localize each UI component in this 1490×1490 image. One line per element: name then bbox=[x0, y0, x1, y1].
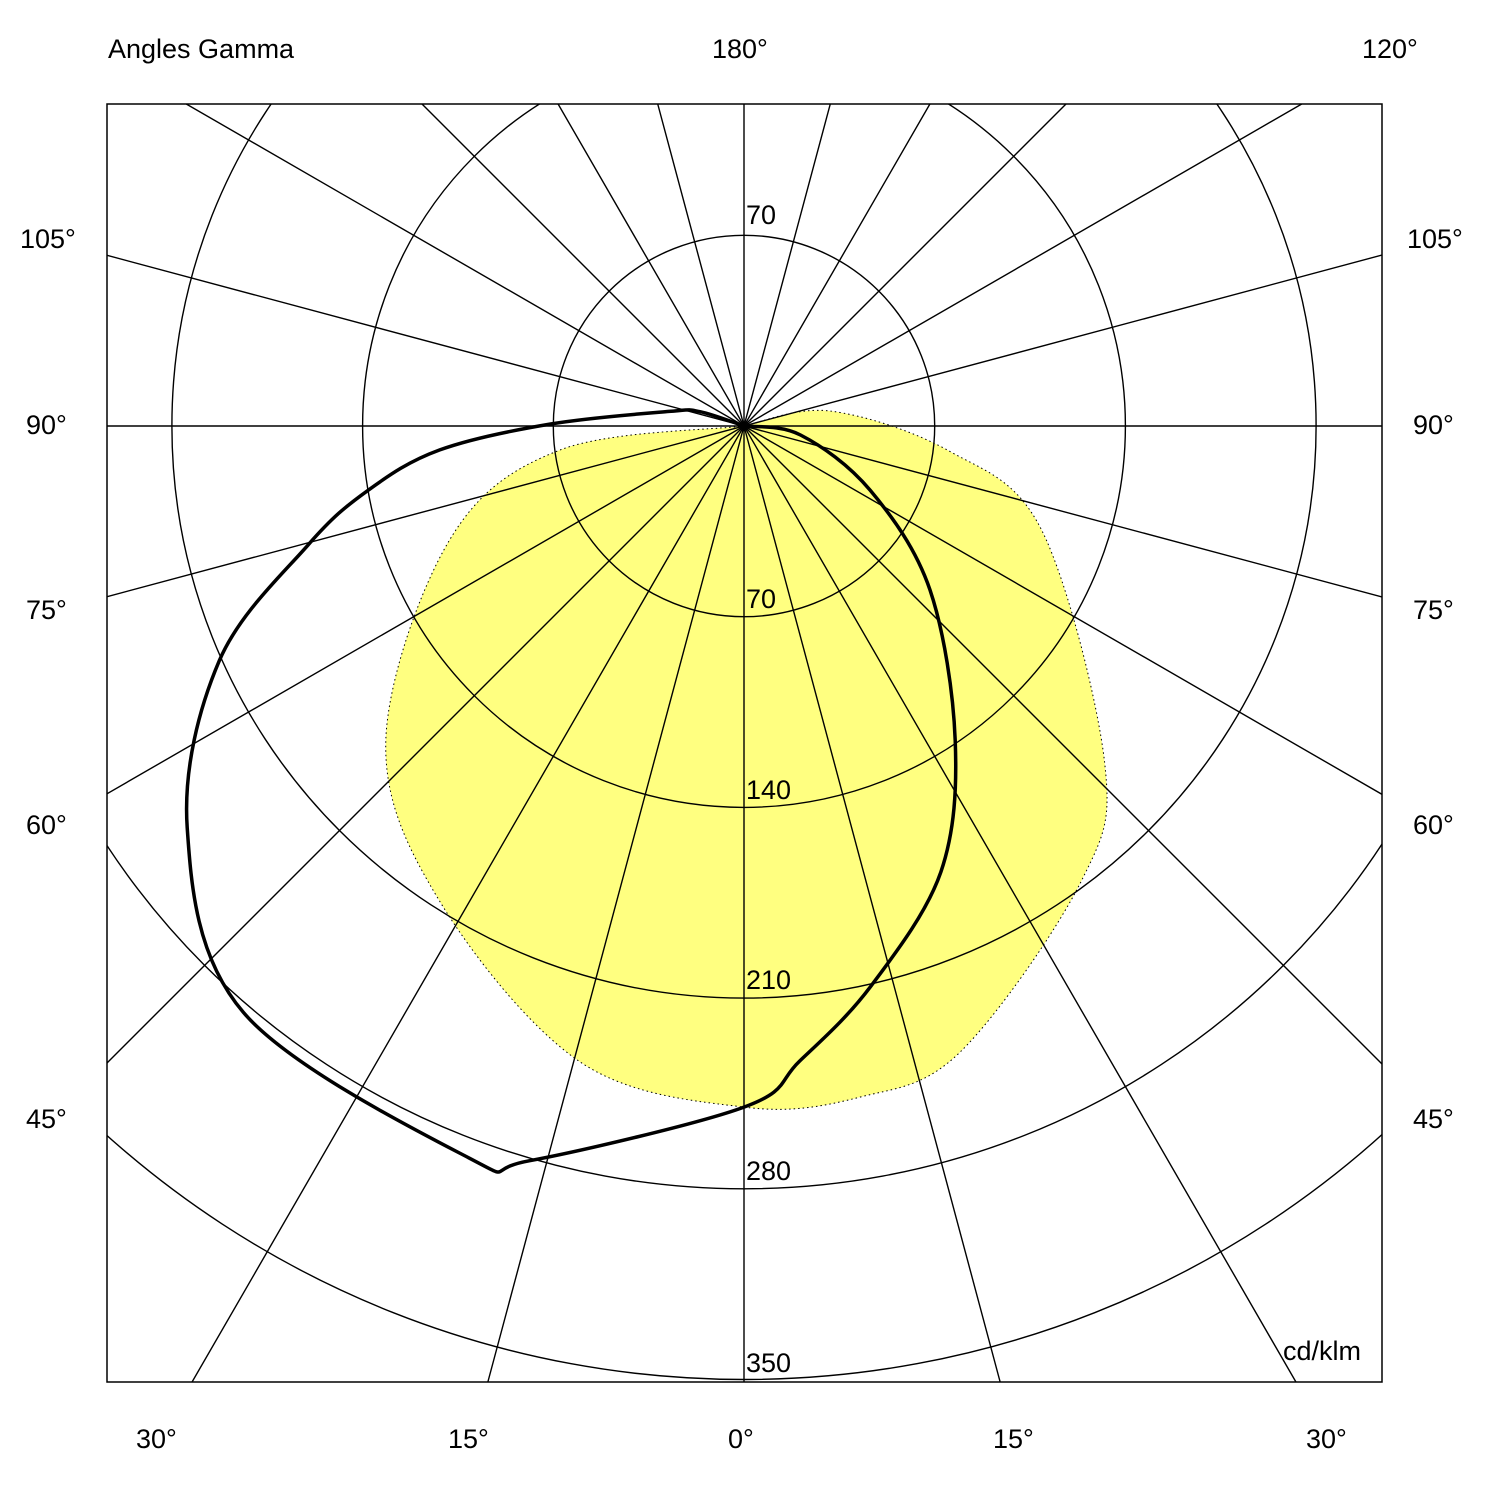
chart-title: Angles Gamma bbox=[108, 34, 295, 64]
radial-tick-label: 210 bbox=[746, 965, 792, 995]
right-angle-label: 45° bbox=[1413, 1104, 1454, 1134]
left-angle-label: 90° bbox=[26, 410, 67, 440]
grid-radial-line-60 bbox=[185, 104, 1382, 795]
bottom-angle-label: 0° bbox=[728, 1424, 754, 1454]
bottom-angle-label: 30° bbox=[1306, 1424, 1347, 1454]
grid-radial-line-150 bbox=[191, 104, 931, 1382]
grid-radial-line-45 bbox=[421, 104, 1382, 1065]
right-angle-label: 60° bbox=[1413, 810, 1454, 840]
intensity-curve-filled-0 bbox=[385, 409, 1108, 1110]
radial-tick-label: 280 bbox=[746, 1156, 792, 1186]
grid-radial-line-15 bbox=[657, 104, 1001, 1382]
right-angle-label: 75° bbox=[1413, 595, 1454, 625]
grid-radial-line-30 bbox=[557, 104, 1297, 1382]
left-angle-label: 60° bbox=[26, 810, 67, 840]
left-angle-label: 75° bbox=[26, 595, 67, 625]
grid-radial-line-120 bbox=[107, 104, 1303, 795]
left-angle-label: 105° bbox=[20, 224, 76, 254]
bottom-angle-label: 15° bbox=[993, 1424, 1034, 1454]
top-angle-label-120: 120° bbox=[1362, 34, 1418, 64]
left-angle-label: 45° bbox=[26, 1104, 67, 1134]
right-angle-label: 90° bbox=[1413, 410, 1454, 440]
intensity-curve-solid-1 bbox=[184, 408, 958, 1174]
radial-tick-label: 70 bbox=[746, 584, 777, 614]
top-angle-label-180: 180° bbox=[712, 34, 768, 64]
grid-radial-line-165 bbox=[487, 104, 831, 1382]
radial-tick-label: 350 bbox=[746, 1348, 792, 1378]
bottom-angle-label: 30° bbox=[136, 1424, 177, 1454]
unit-label: cd/klm bbox=[1283, 1336, 1362, 1366]
plot-frame bbox=[106, 103, 1383, 1383]
plot-group bbox=[107, 104, 1382, 1382]
bottom-angle-label: 15° bbox=[448, 1424, 489, 1454]
radial-tick-label: 70 bbox=[746, 200, 777, 230]
right-angle-label: 105° bbox=[1407, 224, 1463, 254]
grid-radial-line-135 bbox=[107, 104, 1067, 1064]
radial-tick-label: 140 bbox=[746, 775, 792, 805]
